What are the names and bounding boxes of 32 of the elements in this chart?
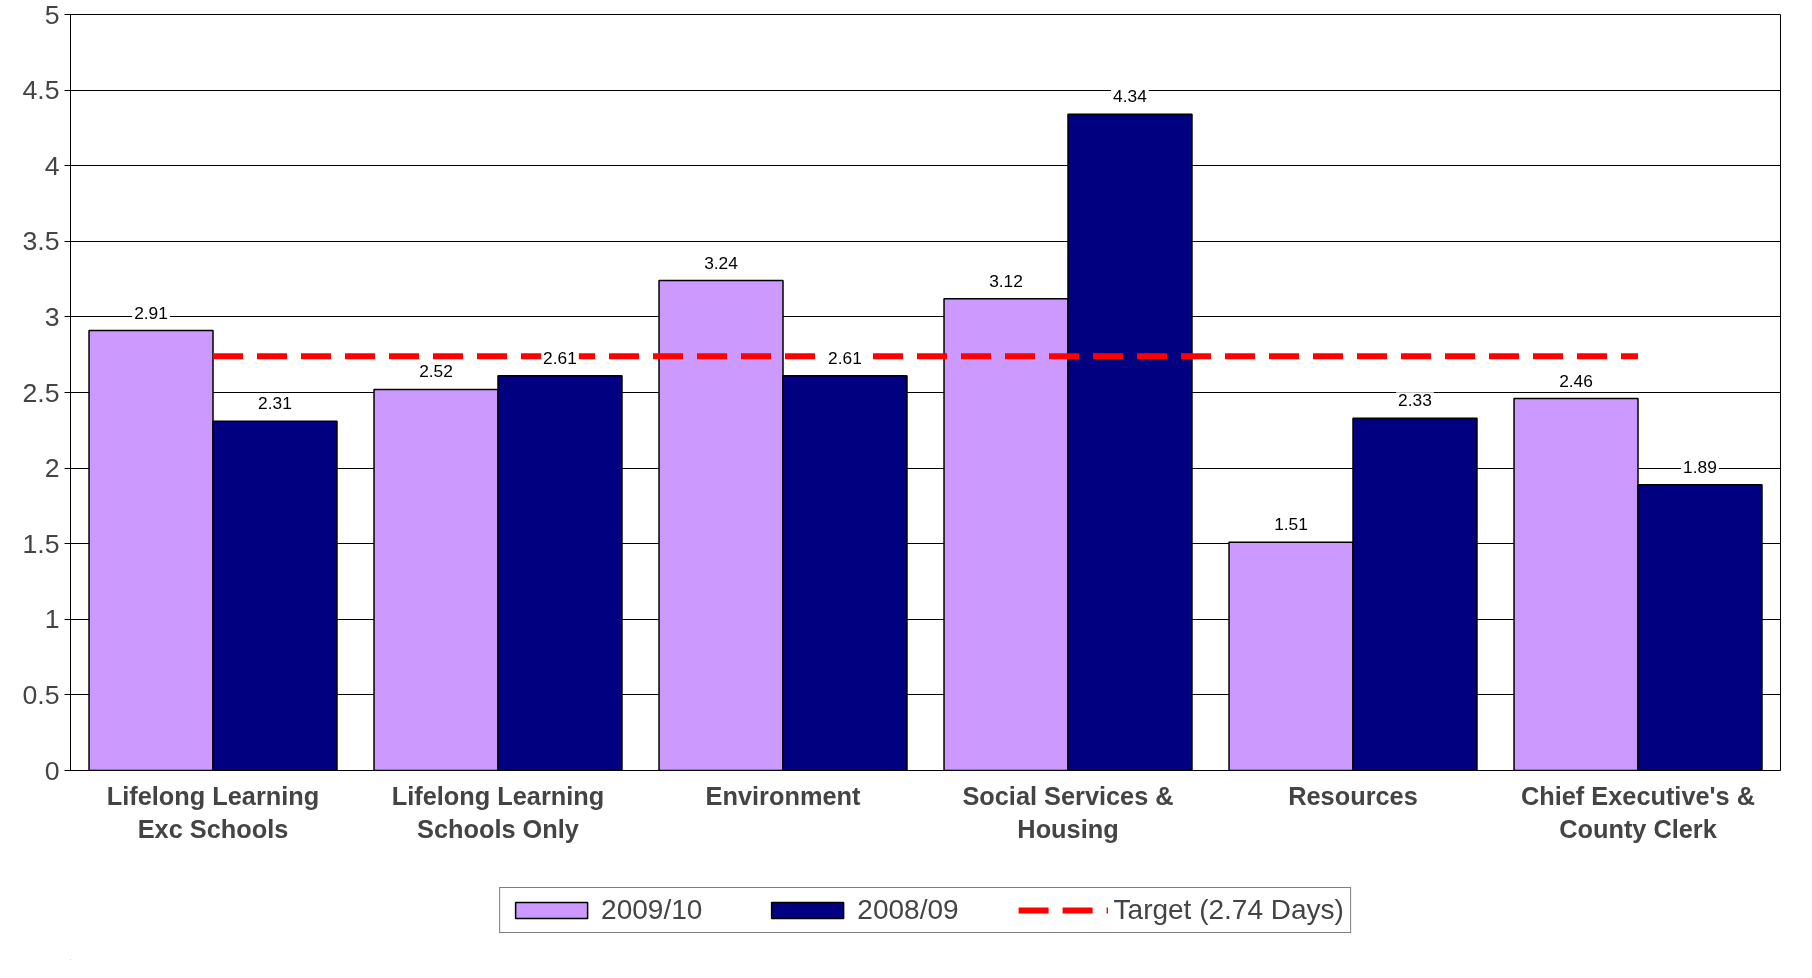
y-tick-label: 0.5 xyxy=(22,679,60,710)
data-label: 2.91 xyxy=(134,302,168,323)
data-label: 2.61 xyxy=(828,347,862,368)
data-label: 2.31 xyxy=(258,393,292,414)
y-tick-label: 1.5 xyxy=(22,528,60,559)
legend-label: Target (2.74 Days) xyxy=(1113,894,1344,926)
y-tick-label: 0 xyxy=(44,755,60,786)
y-tick-label: 4 xyxy=(44,150,60,181)
data-label: 2.46 xyxy=(1559,370,1593,391)
y-tick-label: 4.5 xyxy=(22,75,60,106)
x-tick-label: Environment xyxy=(705,781,861,810)
data-label: 3.12 xyxy=(989,270,1023,291)
data-label: 2.33 xyxy=(1398,390,1432,411)
data-label: 4.34 xyxy=(1113,86,1148,107)
x-tick-label: Chief Executive's & County Clerk xyxy=(1520,781,1756,844)
x-tick-label: Social Services & Housing xyxy=(962,781,1174,844)
y-tick-label: 3.5 xyxy=(22,226,60,257)
data-label: 1.51 xyxy=(1274,514,1308,535)
legend-label: 2009/10 xyxy=(601,894,703,926)
x-tick-label: Resources xyxy=(1288,781,1418,810)
data-label: 3.24 xyxy=(704,252,739,273)
y-tick-label: 2.5 xyxy=(22,377,60,408)
legend-label: 2008/09 xyxy=(857,894,959,926)
y-tick-label: 5 xyxy=(44,0,60,30)
data-label: 2.52 xyxy=(419,361,453,382)
x-tick-label: Lifelong Learning Schools Only xyxy=(391,781,605,844)
y-tick-label: 2 xyxy=(44,453,60,484)
y-tick-label: 1 xyxy=(44,604,60,635)
y-tick-label: 3 xyxy=(44,301,60,332)
data-label: 1.89 xyxy=(1683,456,1717,477)
data-label: 2.61 xyxy=(543,347,577,368)
x-tick-label: Lifelong Learning Exc Schools xyxy=(106,781,320,844)
